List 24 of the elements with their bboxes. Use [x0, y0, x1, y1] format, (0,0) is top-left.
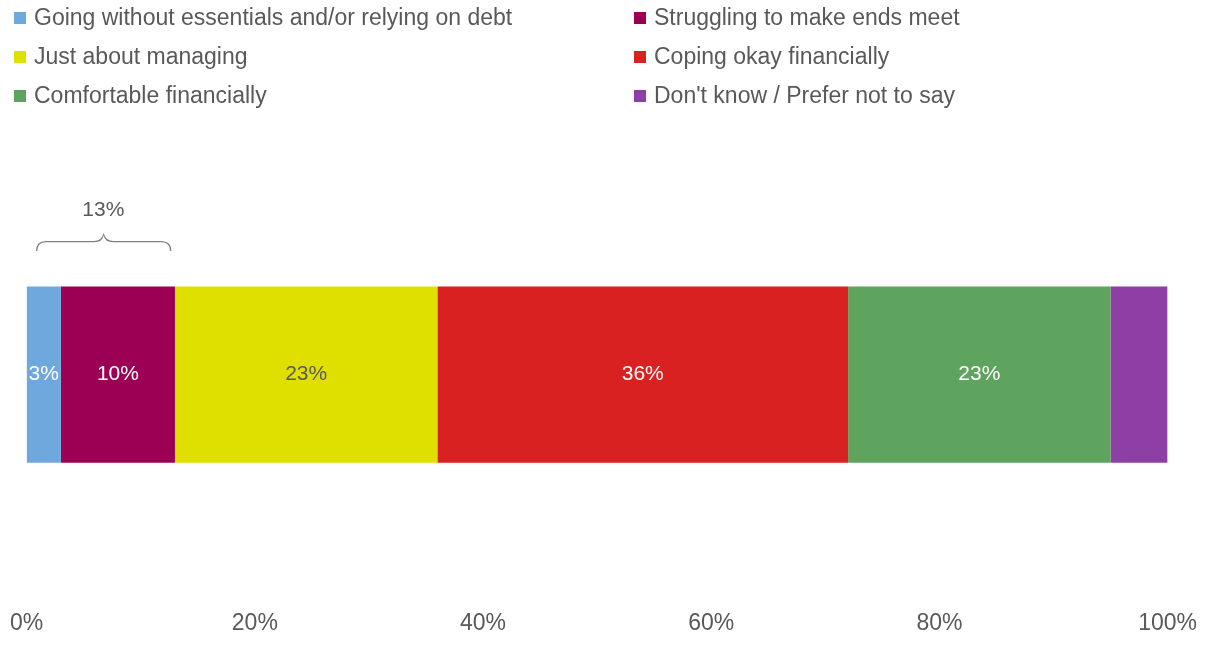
legend-label: Just about managing — [34, 43, 248, 70]
legend-label: Don't know / Prefer not to say — [654, 82, 955, 109]
bar — [437, 286, 849, 463]
legend-label: Comfortable financially — [34, 82, 267, 109]
x-tick-label: 80% — [916, 608, 963, 635]
data-label: 10% — [96, 361, 139, 385]
bar — [174, 286, 438, 463]
legend-label: Coping okay financially — [654, 43, 890, 70]
x-tick-label: 40% — [459, 608, 507, 635]
x-tick-label: 60% — [688, 608, 735, 635]
bar — [26, 286, 61, 463]
bar — [848, 286, 1111, 463]
legend-label: Going without essentials and/or relying on debt — [34, 4, 513, 31]
bar — [60, 286, 175, 463]
bar — [1110, 286, 1168, 463]
data-label: 23% — [958, 361, 1001, 385]
data-label: 3% — [28, 361, 59, 385]
text: 13% — [82, 196, 125, 220]
x-tick-label: 100% — [1138, 608, 1197, 635]
x-tick-label: 0% — [10, 608, 44, 635]
legend-label: Struggling to make ends meet — [654, 4, 960, 31]
data-label: 23% — [285, 361, 328, 385]
data-label: 36% — [621, 361, 664, 385]
x-tick-label: 20% — [231, 608, 278, 635]
